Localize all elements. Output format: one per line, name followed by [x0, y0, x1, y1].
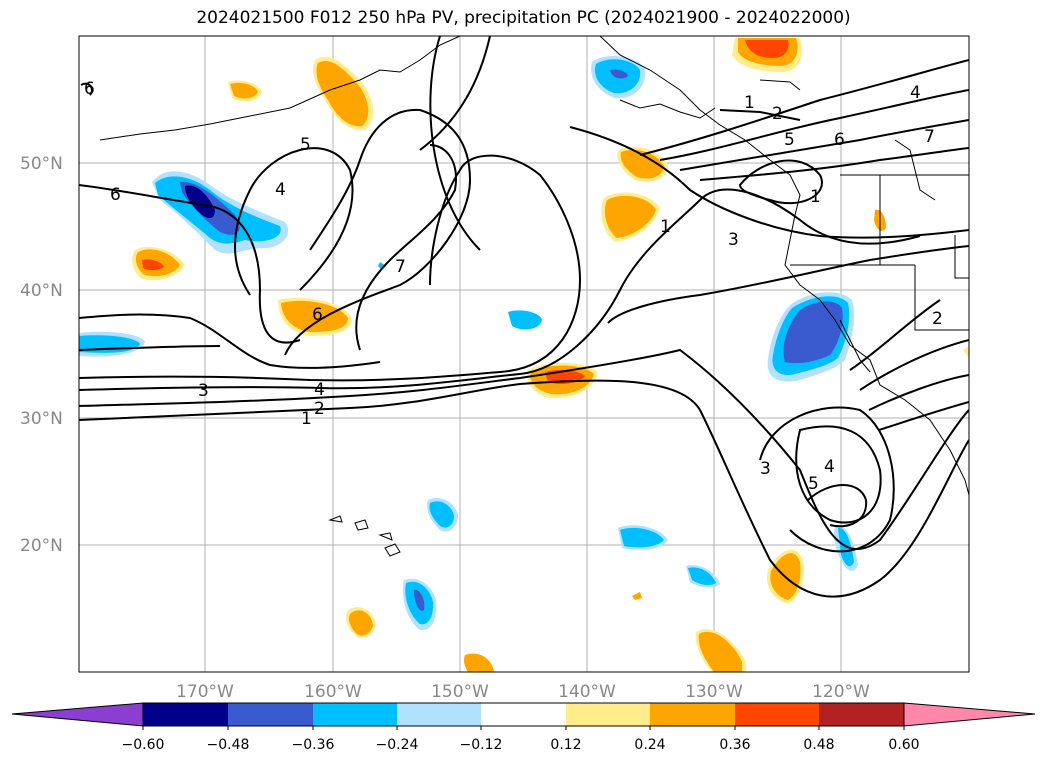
- lat-label-50n: 50°N: [20, 154, 63, 174]
- colorbar-seg: [481, 703, 566, 726]
- map-title: 2024021500 F012 250 hPa PV, precipitatio…: [196, 8, 851, 28]
- lon-label-150w: 150°W: [431, 682, 489, 702]
- colorbar-extend-high: [903, 702, 1036, 727]
- lat-label-20n: 20°N: [20, 536, 63, 556]
- colorbar: −0.60 −0.48 −0.36 −0.24 −0.12 0.12 0.24 …: [11, 702, 1036, 753]
- colorbar-label: −0.60: [122, 737, 165, 753]
- lon-label-130w: 130°W: [685, 682, 743, 702]
- contour-label: 2: [772, 104, 783, 124]
- colorbar-seg: [735, 703, 819, 726]
- coastlines: [99, 36, 969, 557]
- colorbar-label: −0.24: [376, 737, 419, 753]
- colorbar-extend-low: [11, 702, 144, 727]
- lon-label-120w: 120°W: [812, 682, 870, 702]
- contour-label: 2: [314, 399, 325, 419]
- contour-label: 1: [810, 187, 821, 207]
- colorbar-label: 0.60: [888, 737, 919, 753]
- colorbar-seg: [313, 703, 397, 726]
- colorbar-seg: [566, 703, 650, 726]
- lon-label-170w: 170°W: [176, 682, 234, 702]
- latitude-labels: 50°N 40°N 30°N 20°N: [20, 154, 63, 556]
- map-border: [78, 35, 970, 673]
- colorbar-label: −0.12: [460, 737, 503, 753]
- lat-label-30n: 30°N: [20, 409, 63, 429]
- precip-shading: [79, 38, 969, 672]
- contour-label: 1: [744, 93, 755, 113]
- lon-label-160w: 160°W: [304, 682, 362, 702]
- colorbar-label: 0.48: [803, 737, 834, 753]
- colorbar-seg: [397, 703, 481, 726]
- pv-contours: [79, 36, 969, 598]
- contour-label: 7: [924, 127, 935, 147]
- contour-label: 3: [198, 381, 209, 401]
- colorbar-label: −0.48: [207, 737, 250, 753]
- contour-label: 3: [728, 230, 739, 250]
- lat-label-40n: 40°N: [20, 281, 63, 301]
- contour-label: 5: [808, 474, 819, 494]
- contour-label: 4: [314, 380, 325, 400]
- colorbar-label: 0.36: [719, 737, 750, 753]
- contour-label: 4: [824, 457, 835, 477]
- contour-labels: 6 5 4 7 6 4 3 2 1 1 2 5 6 4 7 1 1 3 2 3 …: [84, 79, 943, 494]
- colorbar-label: −0.36: [292, 737, 335, 753]
- colorbar-seg: [819, 703, 904, 726]
- contour-label: 5: [300, 135, 311, 155]
- contour-label: 3: [760, 459, 771, 479]
- contour-label: 2: [932, 309, 943, 329]
- colorbar-seg: [650, 703, 735, 726]
- contour-label: 7: [395, 257, 406, 277]
- contour-label: 6: [312, 305, 323, 325]
- contour-label: 6: [110, 185, 121, 205]
- colorbar-seg: [143, 703, 228, 726]
- contour-label: 1: [660, 217, 671, 237]
- colorbar-label: 0.12: [550, 737, 581, 753]
- contour-label: 6: [834, 130, 845, 150]
- contour-label: 4: [910, 83, 921, 103]
- contour-label: 6: [84, 79, 95, 99]
- contour-label: 4: [275, 180, 286, 200]
- colorbar-label: 0.24: [634, 737, 665, 753]
- lon-label-140w: 140°W: [558, 682, 616, 702]
- colorbar-seg: [228, 703, 313, 726]
- contour-label: 1: [301, 409, 312, 429]
- contour-label: 5: [784, 130, 795, 150]
- longitude-labels: 170°W 160°W 150°W 140°W 130°W 120°W: [176, 682, 870, 702]
